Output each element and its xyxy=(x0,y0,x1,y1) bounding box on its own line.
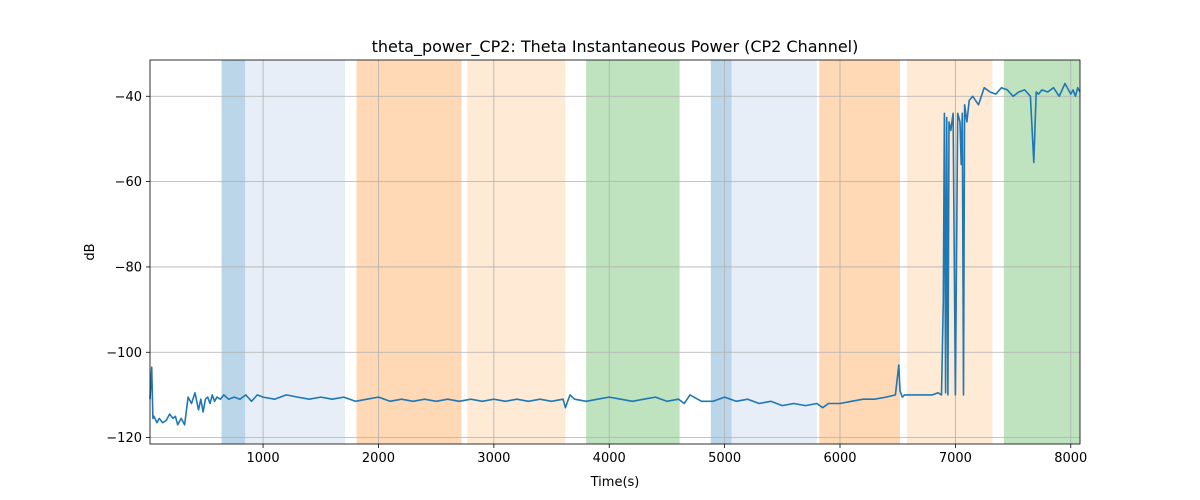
x-tick-label: 5000 xyxy=(708,451,741,466)
shaded-band-4 xyxy=(467,60,566,444)
shaded-band-3 xyxy=(356,60,462,444)
shaded-band-1 xyxy=(221,60,246,444)
chart-title: theta_power_CP2: Theta Instantaneous Pow… xyxy=(372,37,859,57)
x-tick-label: 3000 xyxy=(477,451,510,466)
x-tick-label: 4000 xyxy=(593,451,626,466)
x-tick-label: 8000 xyxy=(1054,451,1087,466)
y-axis-label: dB xyxy=(83,243,98,260)
shaded-bands xyxy=(221,60,1080,444)
x-tick-label: 7000 xyxy=(939,451,972,466)
x-axis-label: Time(s) xyxy=(590,475,640,490)
y-tick-label: −80 xyxy=(115,260,142,275)
x-tick-label: 6000 xyxy=(823,451,856,466)
plot-frame xyxy=(149,59,1081,445)
shaded-band-9 xyxy=(906,60,993,444)
x-tick-label: 2000 xyxy=(362,451,395,466)
shaded-band-6 xyxy=(710,60,732,444)
series-line xyxy=(149,82,1081,426)
shaded-band-5 xyxy=(586,60,680,444)
y-tick-label: −100 xyxy=(106,346,142,361)
y-axis-ticks: −120 −100 −80 −60 −40 xyxy=(106,90,150,446)
x-axis-ticks: 1000 2000 3000 4000 5000 6000 7000 8000 xyxy=(247,444,1087,466)
y-tick-label: −60 xyxy=(115,175,142,190)
shaded-band-7 xyxy=(731,60,817,444)
y-tick-label: −120 xyxy=(106,431,142,446)
y-tick-label: −40 xyxy=(115,90,142,105)
x-tick-label: 1000 xyxy=(247,451,280,466)
shaded-band-8 xyxy=(819,60,900,444)
shaded-band-10 xyxy=(1003,60,1080,444)
shaded-band-2 xyxy=(245,60,345,444)
grid-lines xyxy=(150,60,1080,444)
